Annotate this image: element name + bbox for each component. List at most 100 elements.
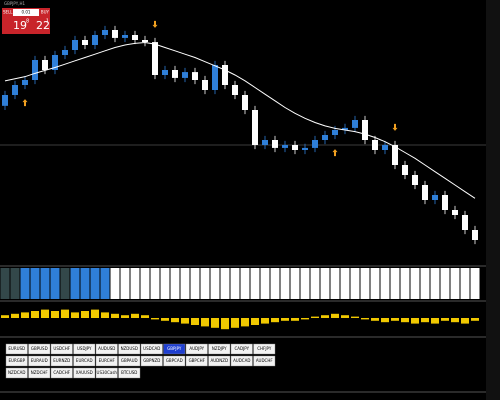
candle-body: [372, 140, 378, 150]
state-bar: [360, 268, 370, 299]
symbol-button[interactable]: [95, 367, 118, 379]
candle-body: [402, 165, 408, 175]
symbol-button[interactable]: [73, 355, 96, 367]
symbol-button[interactable]: [140, 355, 163, 367]
symbol-label[interactable]: GBPNZD: [143, 358, 160, 363]
osc-bar: [461, 318, 469, 324]
osc-bar: [211, 318, 219, 328]
symbol-button[interactable]: [208, 355, 231, 367]
symbol-button[interactable]: [73, 367, 96, 379]
symbol-label[interactable]: GBPJPY: [167, 346, 182, 351]
symbol-label[interactable]: NZDJPY: [212, 346, 227, 351]
symbol-label[interactable]: AUDCHF: [256, 358, 274, 363]
state-bar: [80, 268, 90, 299]
symbol-button[interactable]: [28, 343, 51, 355]
lot[interactable]: 0.01: [22, 10, 31, 15]
candle-body: [462, 215, 468, 230]
symbol-button[interactable]: [208, 343, 231, 355]
symbol-label[interactable]: EURCHF: [99, 358, 116, 363]
state-bar: [130, 268, 140, 299]
symbol-label[interactable]: NZDCAD: [8, 370, 25, 375]
osc-bar: [441, 318, 449, 321]
symbol-button[interactable]: [140, 343, 163, 355]
sell-label[interactable]: SELL: [3, 10, 13, 15]
state-bar: [270, 268, 280, 299]
state-bar: [10, 268, 20, 299]
symbol-button[interactable]: [163, 355, 186, 367]
symbol-label[interactable]: EURAUD: [31, 358, 48, 363]
symbol-button[interactable]: [28, 367, 51, 379]
symbol-button[interactable]: [28, 355, 51, 367]
symbol-label[interactable]: XAUUSD: [76, 370, 93, 375]
candle-body: [52, 55, 58, 70]
symbol-button[interactable]: [230, 355, 253, 367]
osc-bar: [81, 311, 89, 318]
candle-body: [32, 60, 38, 80]
symbol-button[interactable]: [73, 343, 96, 355]
osc-bar: [411, 318, 419, 324]
state-bar: [250, 268, 260, 299]
symbol-label[interactable]: EURNZD: [53, 358, 70, 363]
symbol-button[interactable]: [5, 343, 28, 355]
symbol-button[interactable]: [50, 355, 73, 367]
symbol-label[interactable]: GBPCHF: [189, 358, 206, 363]
state-bar: [20, 268, 30, 299]
state-bar: [90, 268, 100, 299]
symbol-label[interactable]: EURGBP: [9, 358, 26, 363]
osc-bar: [61, 309, 69, 318]
symbol-button[interactable]: [185, 355, 208, 367]
state-bar: [420, 268, 430, 299]
symbol-label[interactable]: GBPAUD: [121, 358, 138, 363]
symbol-label[interactable]: AUDNZD: [210, 358, 228, 363]
osc-bar: [311, 316, 319, 318]
symbol-button[interactable]: [230, 343, 253, 355]
candle-body: [232, 85, 238, 95]
symbol-button[interactable]: [253, 343, 276, 355]
symbol-label[interactable]: AUDUSD: [98, 346, 115, 351]
symbol-button[interactable]: [118, 355, 141, 367]
symbol-label[interactable]: GBPCAD: [166, 358, 183, 363]
symbol-label[interactable]: BTCUSD: [121, 370, 137, 375]
symbol-label[interactable]: US30Cash: [97, 370, 118, 375]
lot-box: [13, 9, 39, 16]
symbol-label[interactable]: USDCHF: [53, 346, 70, 351]
osc-bar: [351, 316, 359, 318]
state-bar: [160, 268, 170, 299]
symbol-button[interactable]: [118, 367, 141, 379]
osc-bar: [141, 315, 149, 318]
symbol-label[interactable]: USDCAD: [143, 346, 160, 351]
symbol-label[interactable]: EURCAD: [76, 358, 93, 363]
symbol-button[interactable]: [5, 355, 28, 367]
symbol-label[interactable]: EURUSD: [8, 346, 25, 351]
symbol-label[interactable]: GBPUSD: [31, 346, 48, 351]
symbol-button[interactable]: [163, 343, 186, 355]
symbol-label[interactable]: USDJPY: [77, 346, 92, 351]
symbol-button[interactable]: [95, 355, 118, 367]
symbol-label[interactable]: NZDUSD: [121, 346, 138, 351]
symbol-button[interactable]: [50, 367, 73, 379]
symbol-button[interactable]: [5, 367, 28, 379]
symbol-label[interactable]: NZDCHF: [31, 370, 49, 375]
symbol-button[interactable]: [50, 343, 73, 355]
state-bar: [100, 268, 110, 299]
sell-arrow: [392, 123, 398, 131]
symbol-label[interactable]: AUDCAD: [233, 358, 250, 363]
osc-bar: [341, 315, 349, 318]
state-bar: [330, 268, 340, 299]
symbol-button[interactable]: [95, 343, 118, 355]
osc-bar: [451, 318, 459, 323]
symbol-button[interactable]: [118, 343, 141, 355]
state-bar: [150, 268, 160, 299]
symbol-label[interactable]: CHFJPY: [257, 346, 272, 351]
symbol-button[interactable]: [253, 355, 276, 367]
symbol-label[interactable]: CADJPY: [234, 346, 249, 351]
symbol-label[interactable]: AUDJPY: [189, 346, 204, 351]
symbol-button[interactable]: [185, 343, 208, 355]
osc-bar: [121, 315, 129, 318]
state-bar: [350, 268, 360, 299]
buy-label[interactable]: BUY: [41, 10, 50, 15]
symbol-label[interactable]: CADCHF: [53, 370, 70, 375]
price-axis: [486, 0, 500, 400]
osc-bar: [41, 309, 49, 318]
